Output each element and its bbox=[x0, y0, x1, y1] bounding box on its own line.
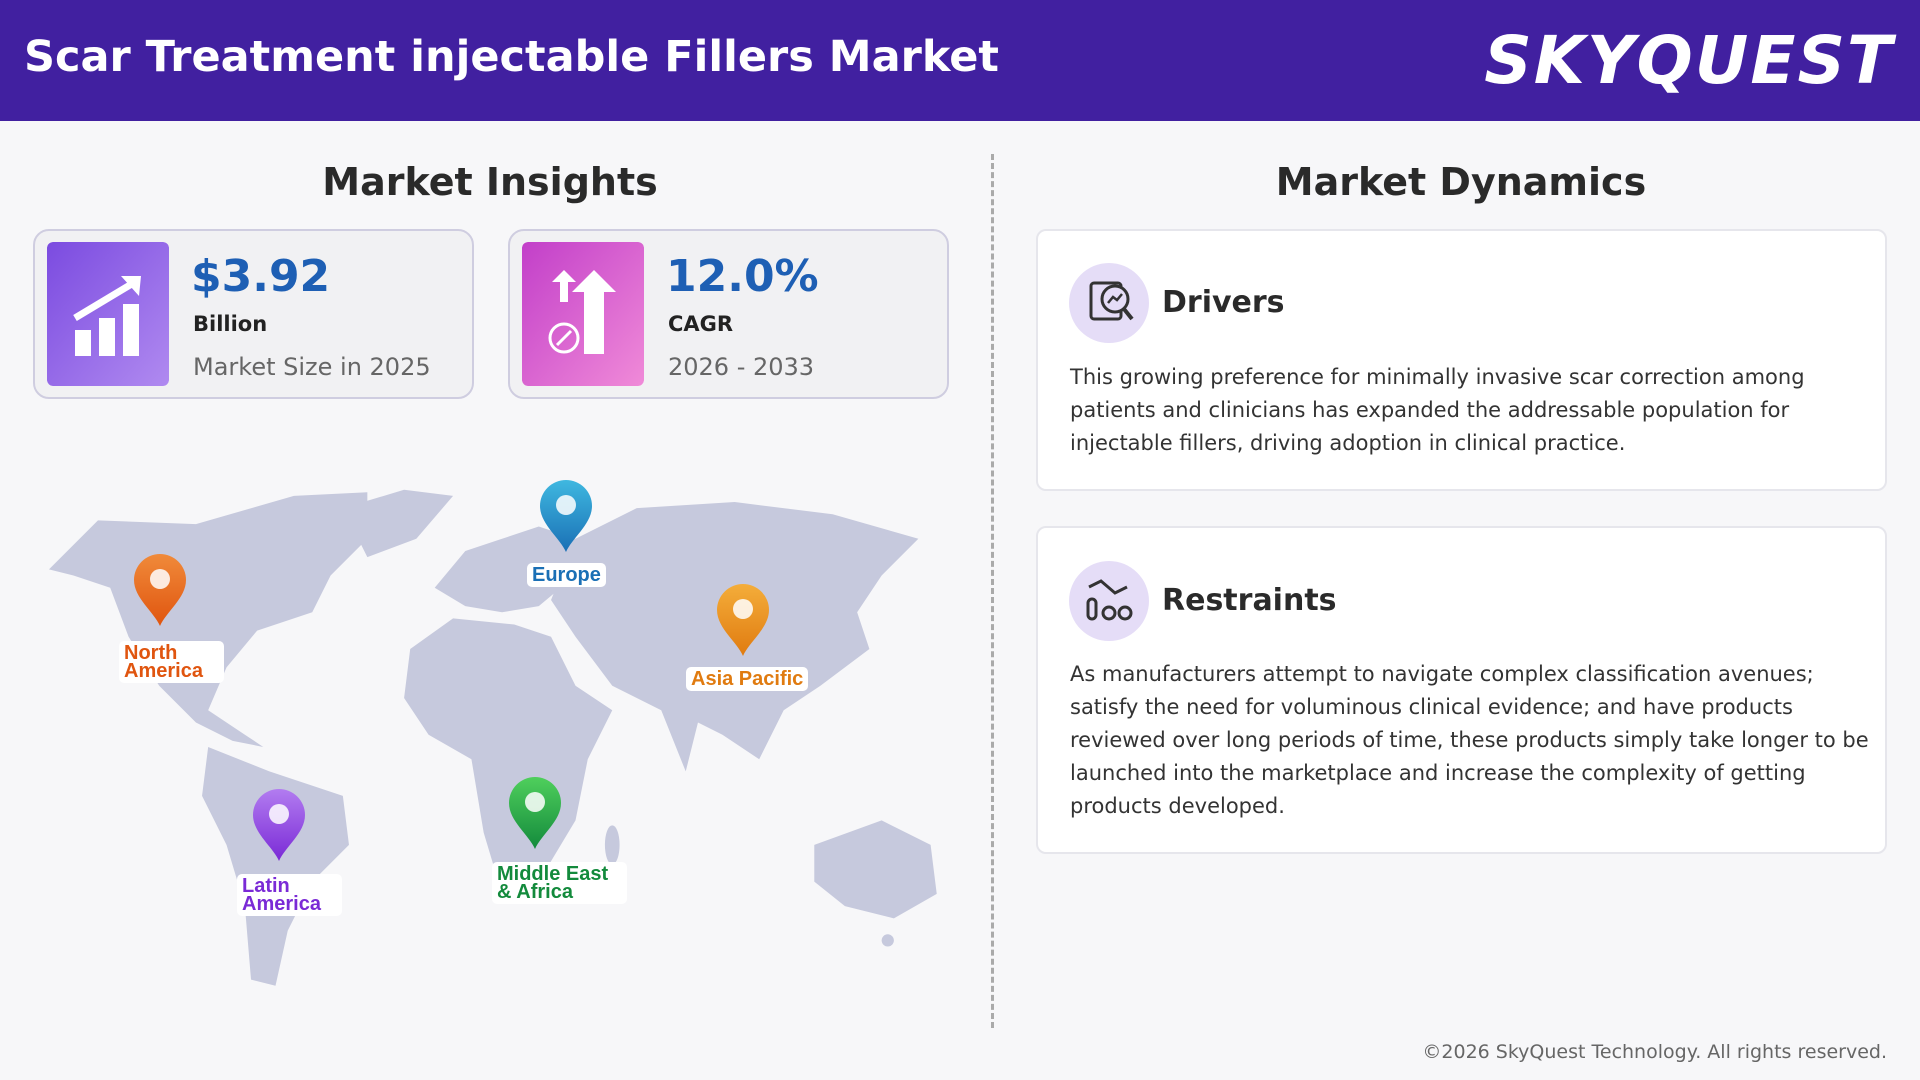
map-pin bbox=[253, 789, 305, 861]
drivers-text: This growing preference for minimally in… bbox=[1070, 365, 1805, 455]
map-pin bbox=[134, 554, 186, 626]
region-label: Latin America bbox=[237, 874, 342, 916]
drivers-title: Drivers bbox=[1162, 285, 1285, 320]
logo: SKYQUEST bbox=[1484, 22, 1894, 99]
drivers-card: Drivers This growing preference for mini… bbox=[1036, 229, 1887, 491]
restraints-title: Restraints bbox=[1162, 583, 1337, 618]
stat-card: 12.0% CAGR 2026 - 2033 bbox=[508, 229, 949, 399]
region-label: Europe bbox=[527, 563, 606, 587]
section-title: Market Dynamics bbox=[1275, 160, 1647, 204]
region-label: North America bbox=[119, 641, 224, 683]
stat-unit: CAGR bbox=[668, 312, 734, 336]
stat-icon bbox=[522, 242, 644, 386]
page-title: Scar Treatment injectable Fillers Market bbox=[24, 32, 999, 82]
header: Scar Treatment injectable Fillers Market… bbox=[0, 0, 1920, 121]
stat-label: Market Size in 2025 bbox=[193, 353, 431, 381]
map-pin bbox=[540, 480, 592, 552]
stat-unit: Billion bbox=[193, 312, 268, 336]
divider bbox=[991, 154, 994, 1028]
restraints-text: As manufacturers attempt to navigate com… bbox=[1070, 662, 1869, 818]
section-title: Market Insights bbox=[322, 160, 658, 204]
world-map bbox=[48, 489, 937, 986]
stat-value: $3.92 bbox=[191, 251, 331, 302]
map-pin bbox=[717, 584, 769, 656]
region-label: Middle East & Africa bbox=[492, 862, 627, 904]
stat-value: 12.0% bbox=[666, 251, 819, 302]
stat-label: 2026 - 2033 bbox=[668, 353, 815, 381]
restraints-icon bbox=[1069, 561, 1149, 641]
region-label: Asia Pacific bbox=[686, 667, 809, 691]
drivers-icon bbox=[1069, 263, 1149, 343]
stat-icon bbox=[47, 242, 169, 386]
stat-card: $3.92 Billion Market Size in 2025 bbox=[33, 229, 474, 399]
footer: ©2026 SkyQuest Technology. All rights re… bbox=[1422, 1041, 1887, 1063]
restraints-card: Restraints As manufacturers attempt to n… bbox=[1036, 526, 1887, 854]
map-pin bbox=[509, 777, 561, 849]
